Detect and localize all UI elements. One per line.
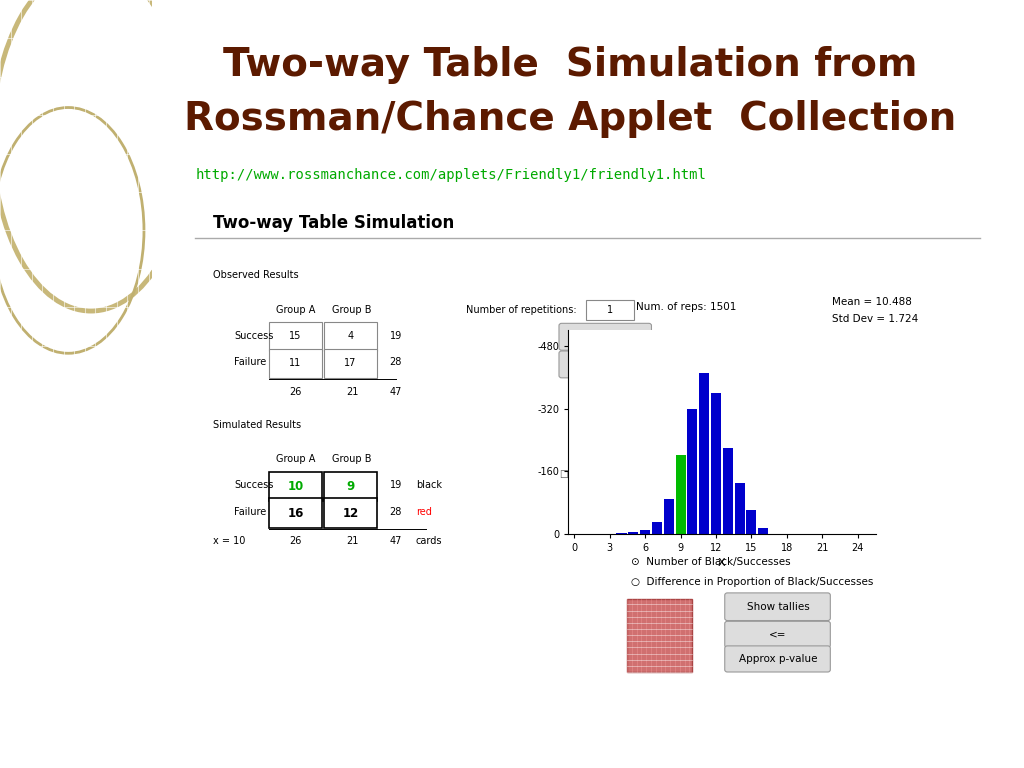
Text: ☐  Animate: ☐ Animate [560,469,615,480]
Text: Success: Success [234,480,273,491]
Text: 28: 28 [390,507,402,518]
Text: 26: 26 [290,536,302,547]
Text: Group B: Group B [333,454,372,465]
Bar [699,373,710,534]
Text: Group A: Group A [275,454,315,465]
FancyBboxPatch shape [725,646,830,672]
Text: 28: 28 [390,357,402,368]
Text: Success: Success [234,330,273,341]
Text: 21: 21 [346,386,358,397]
Text: Simulated Results: Simulated Results [213,420,301,430]
Text: Std Dev = 1.724: Std Dev = 1.724 [833,313,919,324]
Text: Rossman/Chance Applet  Collection: Rossman/Chance Applet Collection [184,100,956,138]
Text: Two-way Table Simulation: Two-way Table Simulation [213,214,454,232]
Text: Number of repetitions:: Number of repetitions: [466,304,577,315]
Text: Approx p-value: Approx p-value [738,654,817,664]
FancyBboxPatch shape [269,349,322,378]
Text: Group A: Group A [275,304,315,315]
Text: 9: 9 [346,480,354,492]
Text: Two-way Table  Simulation from: Two-way Table Simulation from [223,46,918,84]
FancyBboxPatch shape [725,621,830,647]
Bar [629,532,638,534]
Text: 26: 26 [290,386,302,397]
Text: 21: 21 [346,536,358,547]
Text: red: red [416,507,432,518]
Text: Show tallies: Show tallies [746,601,809,612]
Bar [746,510,757,534]
FancyBboxPatch shape [269,472,322,501]
Bar [640,530,650,534]
Text: 19: 19 [390,480,402,491]
Text: 16: 16 [288,507,304,519]
FancyBboxPatch shape [725,593,830,621]
Text: Failure: Failure [234,507,266,518]
FancyBboxPatch shape [559,351,651,378]
Text: 10: 10 [288,480,304,492]
Text: Group B: Group B [333,304,372,315]
Text: 1: 1 [606,305,612,316]
Bar [664,498,674,534]
Text: 4: 4 [347,331,353,342]
Bar [734,483,744,534]
Text: Observed Results: Observed Results [213,270,298,280]
Text: Mean = 10.488: Mean = 10.488 [833,296,912,307]
Text: cards: cards [416,536,442,547]
Text: Num. of reps: 1501: Num. of reps: 1501 [636,302,736,313]
FancyBboxPatch shape [269,498,322,528]
Text: ⊙  Number of Black/Successes: ⊙ Number of Black/Successes [632,557,791,568]
FancyBboxPatch shape [325,322,377,351]
FancyBboxPatch shape [269,322,322,351]
Text: 47: 47 [390,386,402,397]
FancyBboxPatch shape [586,300,634,320]
Text: 11: 11 [290,358,302,369]
FancyBboxPatch shape [559,323,651,350]
Text: black: black [416,480,442,491]
Text: http://www.rossmanchance.com/applets/Friendly1/friendly1.html: http://www.rossmanchance.com/applets/Fri… [196,168,707,182]
Text: <=: <= [769,629,786,640]
FancyBboxPatch shape [325,349,377,378]
FancyBboxPatch shape [627,599,692,672]
X-axis label: X: X [718,558,726,568]
Text: 19: 19 [390,330,402,341]
Text: ○  Difference in Proportion of Black/Successes: ○ Difference in Proportion of Black/Succ… [632,577,873,588]
Text: 15: 15 [290,331,302,342]
Bar [687,409,697,534]
Text: 12: 12 [342,507,358,519]
Text: 47: 47 [390,536,402,547]
Text: Randomize: Randomize [579,331,632,342]
Bar [711,393,721,534]
Bar [652,522,662,534]
Text: 17: 17 [344,358,356,369]
Bar [676,455,686,534]
Text: x = 10: x = 10 [213,536,245,547]
FancyBboxPatch shape [325,472,377,501]
Text: Failure: Failure [234,357,266,368]
Text: Reset: Reset [592,359,618,369]
Bar [723,448,733,534]
Bar [616,533,627,534]
FancyBboxPatch shape [325,498,377,528]
Bar [758,528,768,534]
